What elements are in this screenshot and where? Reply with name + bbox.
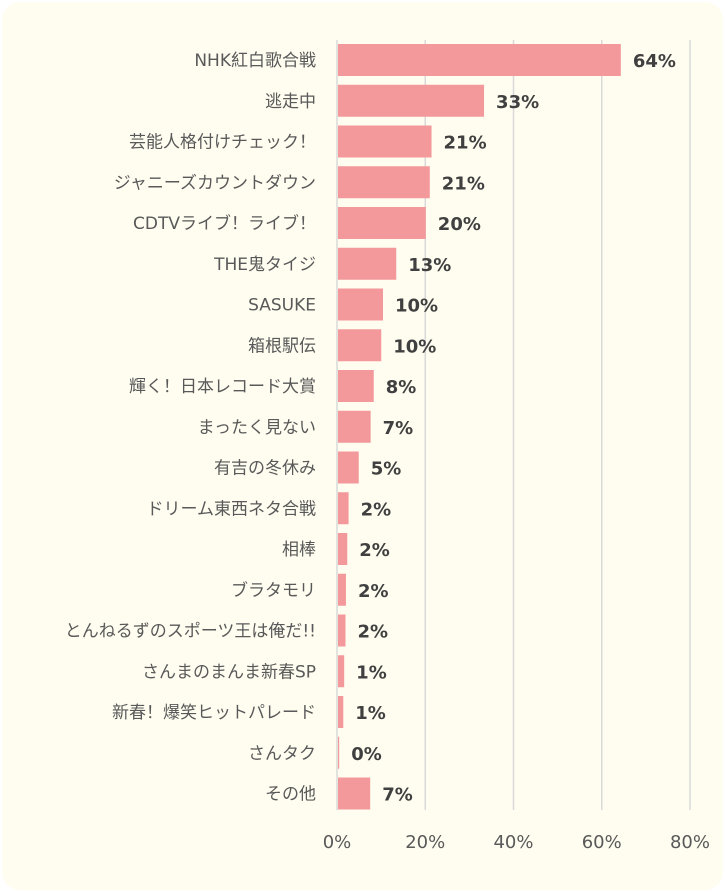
- x-axis-tick-labels: 0% 20% 40% 60% 80%: [323, 832, 710, 853]
- bar: [338, 533, 348, 565]
- value-label: 21%: [442, 173, 485, 194]
- category-label: とんねるずのスポーツ王は俺だ!!: [65, 622, 316, 642]
- x-tick-label: 20%: [405, 832, 445, 853]
- value-label: 1%: [356, 662, 387, 683]
- bar: [338, 370, 374, 402]
- x-tick-label: 0%: [323, 832, 352, 853]
- value-label: 2%: [359, 540, 390, 561]
- value-label: 0%: [351, 744, 382, 765]
- value-label: 2%: [358, 622, 389, 643]
- category-label: ジャニーズカウントダウン: [114, 173, 316, 193]
- category-label: 逃走中: [265, 92, 316, 112]
- value-label: 33%: [496, 92, 539, 113]
- category-label: 有吉の冬休み: [214, 459, 316, 479]
- category-label: その他: [265, 785, 316, 805]
- bar: [338, 166, 430, 199]
- x-tick-label: 60%: [582, 832, 622, 853]
- bar: [338, 736, 340, 769]
- bar: [338, 207, 426, 239]
- bar: [338, 288, 384, 321]
- category-label: ブラタモリ: [231, 580, 316, 601]
- value-label: 64%: [633, 51, 676, 72]
- bar: [338, 329, 382, 362]
- value-label: 2%: [361, 499, 392, 520]
- value-label: 2%: [358, 581, 389, 602]
- value-label: 7%: [383, 418, 414, 439]
- category-label: 芸能人格付けチェック！: [129, 133, 316, 153]
- bar: [338, 655, 345, 688]
- value-label: 20%: [438, 214, 481, 235]
- value-labels: 64% 33% 21% 21% 20% 13% 10% 10% 8% 7% 5% 2% 2% 2% 2% 1%…: [351, 51, 676, 806]
- category-label: THE鬼タイジ: [213, 255, 316, 275]
- bar: [338, 84, 485, 117]
- bar: [338, 451, 359, 484]
- category-label: SASUKE: [248, 296, 316, 316]
- category-label: CDTVライブ！ライブ！: [133, 213, 316, 234]
- bar: [338, 614, 346, 647]
- bar: [338, 492, 349, 525]
- bar: [338, 696, 344, 728]
- bar: [338, 44, 621, 76]
- category-label: 箱根駅伝: [248, 336, 316, 356]
- category-label: まったく見ない: [198, 418, 316, 438]
- value-label: 8%: [386, 377, 417, 398]
- bar: [338, 410, 371, 443]
- category-label: 相棒: [282, 540, 316, 560]
- value-label: 10%: [395, 296, 438, 317]
- x-tick-label: 40%: [493, 832, 533, 853]
- value-label: 21%: [444, 133, 487, 154]
- value-label: 5%: [371, 459, 402, 480]
- value-label: 10%: [393, 336, 436, 357]
- x-tick-label: 80%: [670, 832, 710, 853]
- value-label: 7%: [382, 785, 413, 806]
- category-label: さんまのまんま新春SP: [142, 662, 316, 682]
- bar: [338, 125, 432, 158]
- bar: [338, 573, 346, 606]
- category-label: ドリーム東西ネタ合戦: [147, 499, 317, 519]
- value-label: 13%: [408, 255, 451, 276]
- bars: [338, 44, 621, 810]
- category-label: 輝く！日本レコード大賞: [129, 377, 316, 397]
- value-label: 1%: [355, 703, 386, 724]
- category-label: 新春！爆笑ヒットパレード: [112, 703, 316, 723]
- bar: [338, 247, 397, 280]
- bar: [338, 777, 371, 810]
- category-label: さんタク: [248, 744, 316, 764]
- category-label: NHK紅白歌合戦: [194, 51, 316, 71]
